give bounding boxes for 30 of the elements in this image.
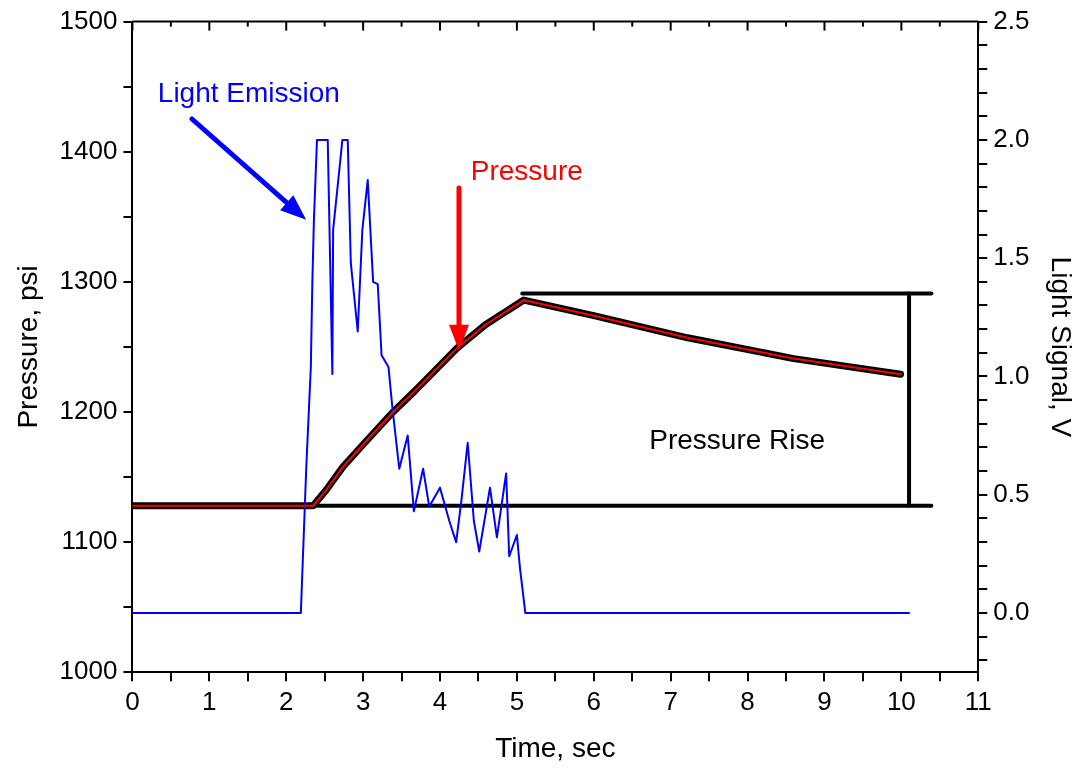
x-tick-label: 11: [964, 685, 992, 716]
x-tick-label: 6: [586, 685, 602, 716]
x-tick-label: 0: [125, 685, 140, 716]
y2-axis-title: Light Signal, V: [1046, 256, 1078, 438]
y-tick-label: 1000: [59, 655, 118, 686]
y2-tick-label: 1.5: [993, 241, 1030, 272]
x-tick-label: 8: [740, 685, 755, 716]
y-tick-label: 1400: [59, 134, 118, 165]
x-tick-label: 5: [509, 685, 525, 716]
y-tick-label: 1500: [59, 4, 118, 35]
x-axis-title: Time, sec: [495, 731, 616, 763]
series-label: Light Emission: [157, 76, 340, 108]
text: Pressure: [470, 154, 583, 186]
y2-tick-label: 0.0: [993, 596, 1030, 627]
x-tick-label: 2: [278, 685, 294, 716]
annotation: Pressure Rise: [649, 423, 826, 455]
y-tick-label: 1300: [59, 265, 118, 296]
x-tick-label: 7: [663, 685, 678, 716]
y2-tick-label: 0.5: [993, 477, 1030, 508]
x-tick-label: 9: [817, 685, 832, 716]
y2-tick-label: 1.0: [993, 359, 1030, 390]
x-tick-label: 10: [886, 685, 916, 716]
y-axis-title: Pressure, psi: [11, 265, 43, 429]
x-tick-label: 4: [432, 685, 448, 716]
x-tick-label: 3: [355, 685, 371, 716]
y2-tick-label: 2.0: [993, 123, 1030, 154]
y-tick-label: 1100: [61, 525, 118, 556]
y2-tick-label: 2.5: [993, 4, 1030, 35]
y-tick-label: 1200: [59, 395, 118, 426]
x-tick-label: 1: [202, 685, 217, 716]
